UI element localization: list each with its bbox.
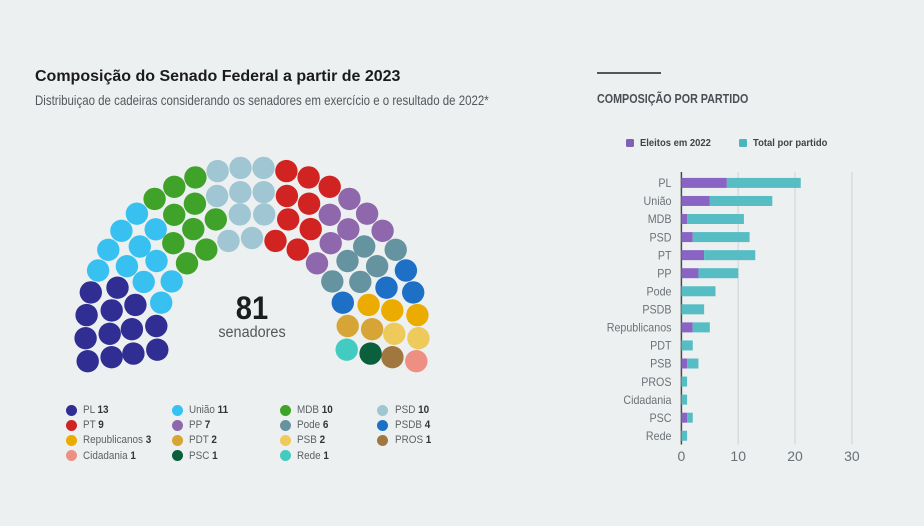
svg-text:Republicanos: Republicanos (607, 322, 672, 334)
svg-text:Pode: Pode (647, 286, 672, 298)
svg-text:30: 30 (844, 448, 860, 464)
svg-text:10: 10 (730, 448, 746, 464)
svg-text:PL: PL (658, 178, 671, 190)
svg-text:0: 0 (678, 448, 686, 464)
svg-text:PSD: PSD (650, 232, 672, 244)
svg-text:PSDB: PSDB (642, 304, 671, 316)
svg-text:MDB: MDB (648, 214, 672, 226)
svg-text:PT: PT (658, 250, 672, 262)
svg-text:Rede: Rede (646, 431, 672, 443)
svg-text:PSB: PSB (650, 358, 671, 370)
svg-text:PROS: PROS (641, 376, 671, 388)
svg-text:PP: PP (657, 268, 671, 280)
svg-text:União: União (644, 196, 672, 208)
svg-text:20: 20 (787, 448, 803, 464)
svg-text:Cidadania: Cidadania (623, 394, 672, 406)
svg-text:PDT: PDT (650, 340, 672, 352)
svg-text:PSC: PSC (650, 413, 672, 425)
